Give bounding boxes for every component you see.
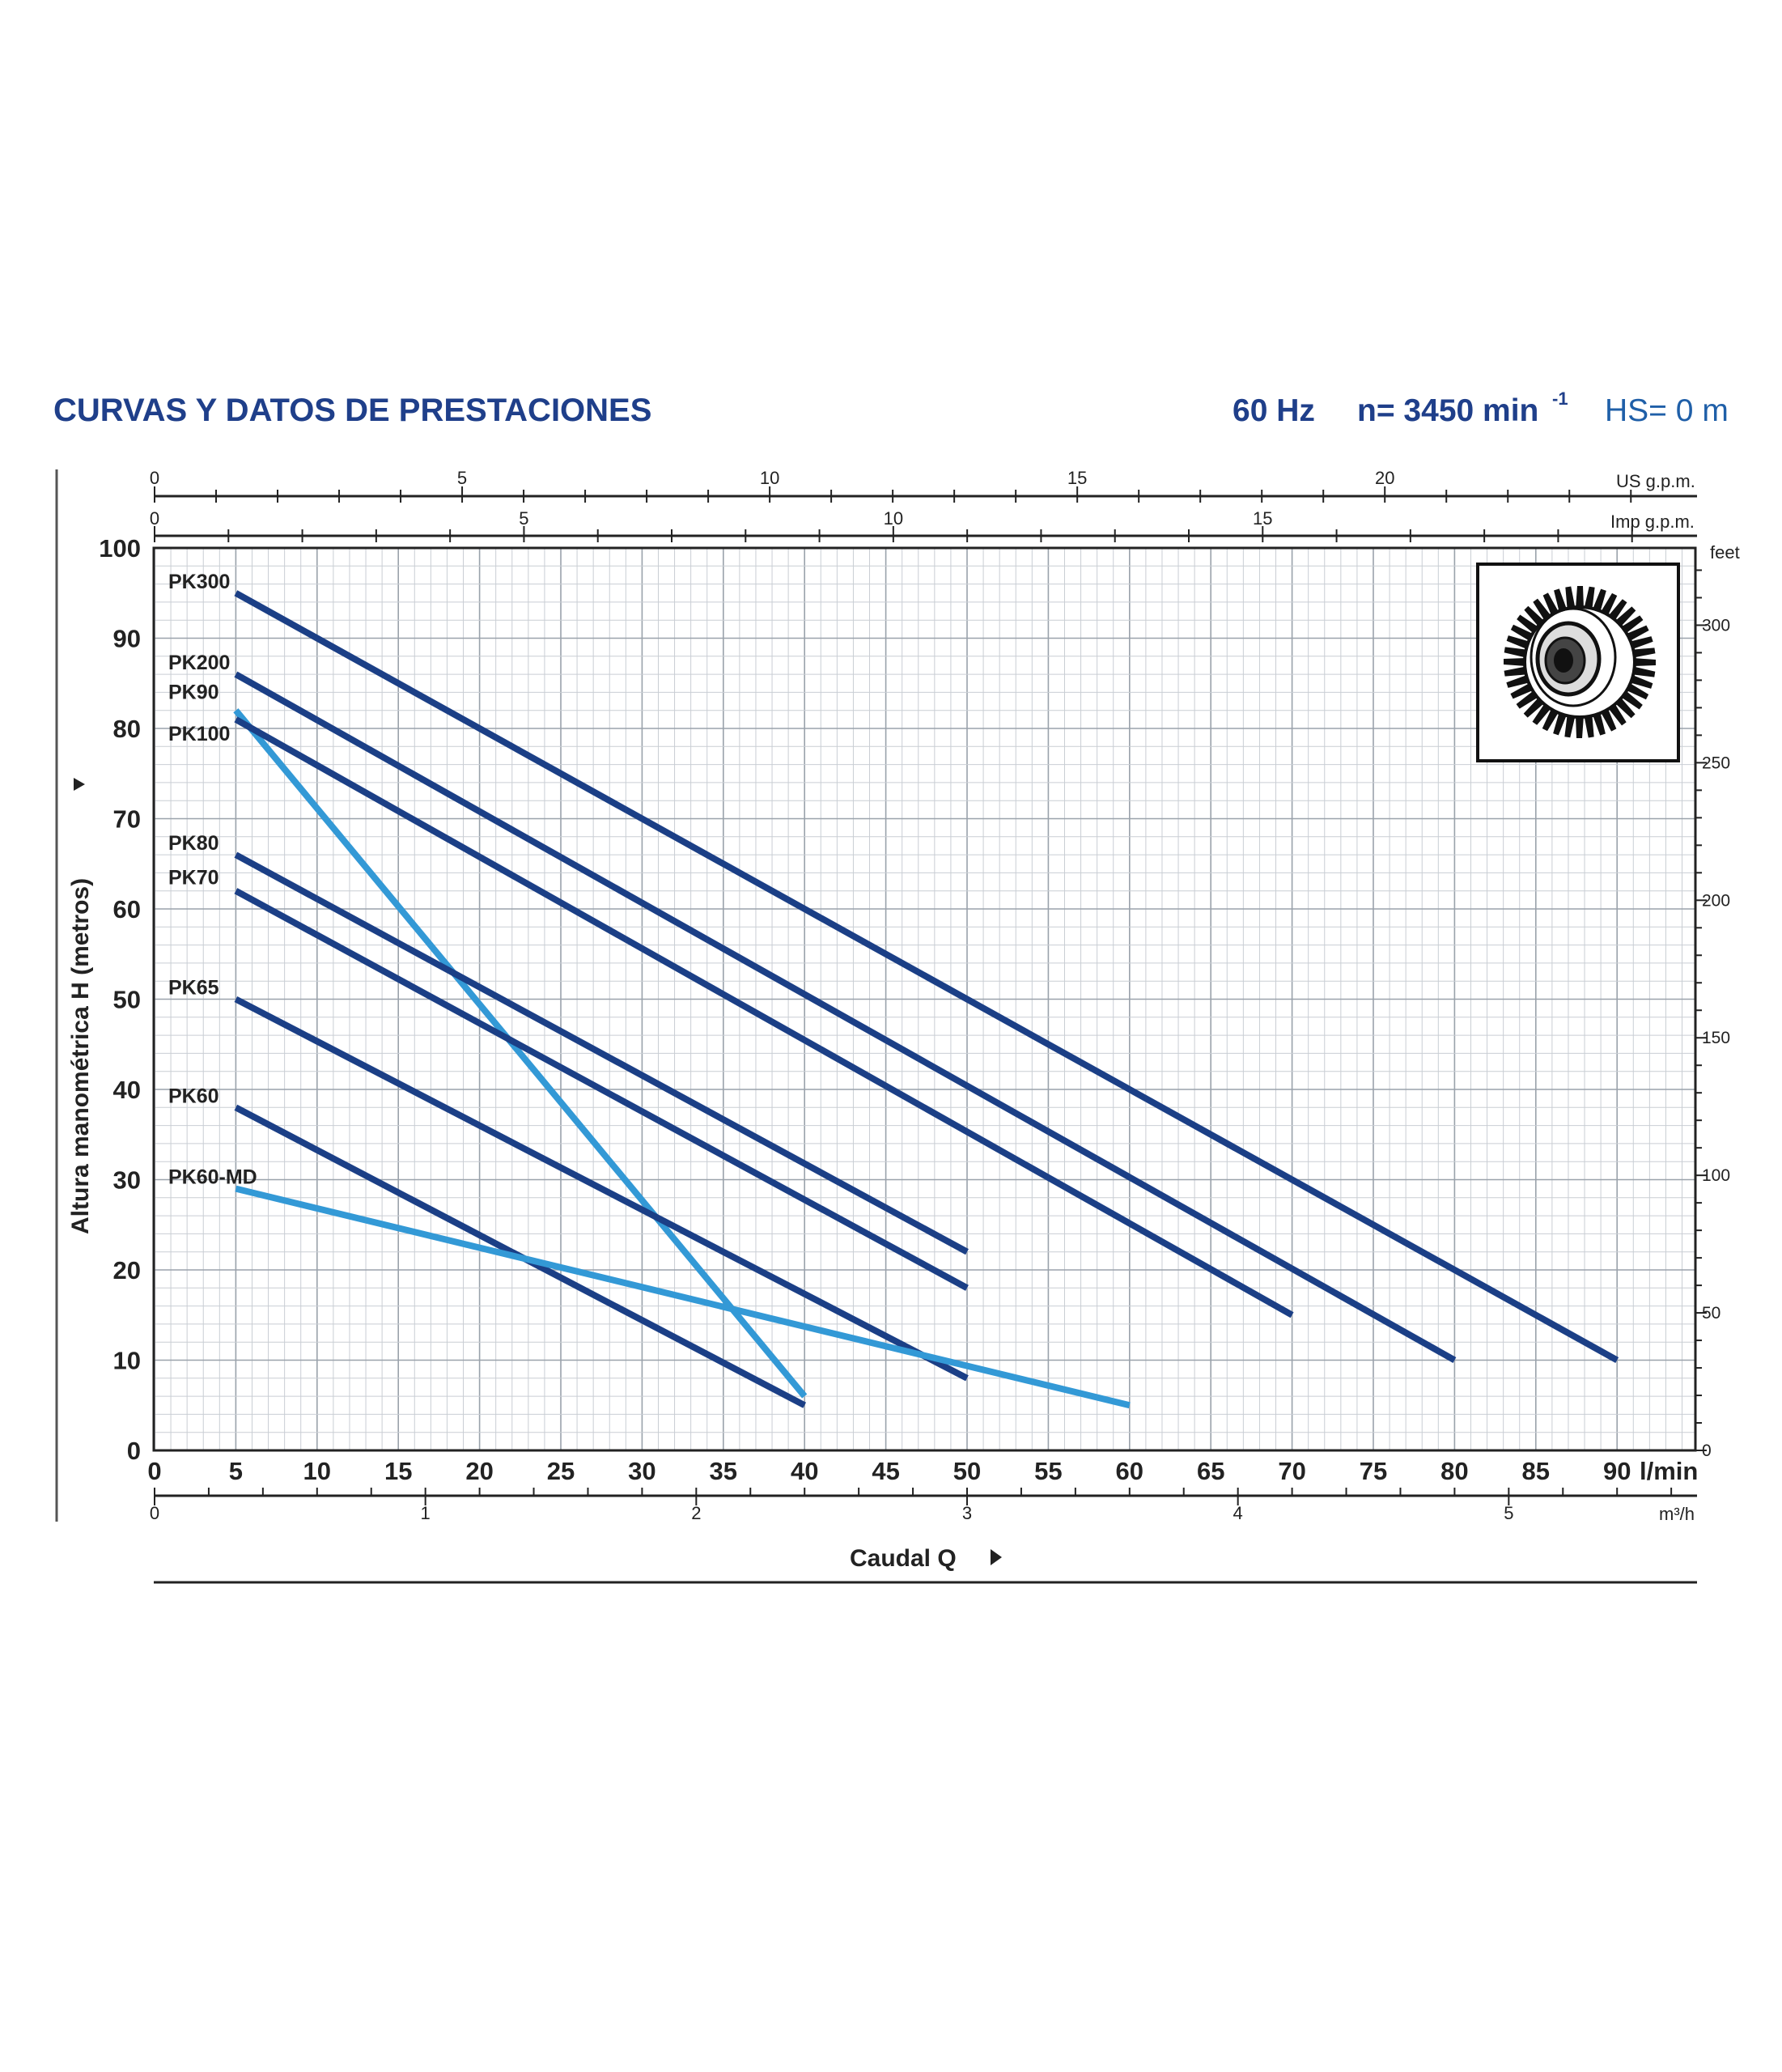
y-axis-feet: 0 50 100 150 200 250 300 xyxy=(1695,569,1730,1460)
m3h-unit: m³/h xyxy=(1659,1504,1695,1524)
m3h-tick-label: 0 xyxy=(150,1503,159,1523)
x-tick-label: 40 xyxy=(791,1457,818,1485)
speed-exponent: -1 xyxy=(1552,388,1568,409)
y-tick-label: 50 xyxy=(113,986,141,1014)
y-axis-title-group: Altura manométrica H (metros) xyxy=(67,778,94,1234)
us-gpm-tick-label: 5 xyxy=(457,468,467,488)
y-tick-label: 80 xyxy=(113,715,141,743)
series-label-pk80: PK80 xyxy=(168,832,219,855)
imp-gpm-tick-label: 0 xyxy=(150,508,159,529)
x-tick-label: 80 xyxy=(1440,1457,1468,1485)
x-axis-lmin: 0 5 10 15 20 25 30 35 40 45 50 55 60 65 70 75 80 85 90 xyxy=(147,1457,1631,1485)
chart-title: CURVAS Y DATOS DE PRESTACIONES xyxy=(53,393,651,428)
plot-frame xyxy=(152,546,1697,1452)
y-tick-label: 70 xyxy=(113,805,141,834)
y-axis-arrow-icon xyxy=(74,778,85,791)
top-axes: 0 5 10 15 20 0 5 10 15 xyxy=(150,468,1697,542)
x-tick-label: 60 xyxy=(1116,1457,1143,1485)
impeller-picture xyxy=(1476,563,1680,762)
x-tick-label: 20 xyxy=(465,1457,493,1485)
feet-tick-label: 250 xyxy=(1702,754,1730,772)
y-tick-label: 60 xyxy=(113,895,141,923)
m3h-tick-label: 2 xyxy=(691,1503,701,1523)
y-axis-title: Altura manométrica H (metros) xyxy=(67,878,94,1234)
impeller-icon xyxy=(1504,586,1656,738)
series-line-pk60-md xyxy=(235,1185,1131,1409)
series-line-pk90 xyxy=(233,708,808,1399)
x-tick-label: 5 xyxy=(229,1457,243,1485)
x-tick-label: 45 xyxy=(872,1457,899,1485)
frequency-label: 60 Hz xyxy=(1233,393,1315,428)
x-tick-label: 15 xyxy=(384,1457,412,1485)
y-axis-metres: 0 10 20 30 40 50 60 70 80 90 100 xyxy=(99,534,141,1465)
y-tick-label: 20 xyxy=(113,1256,141,1284)
us-gpm-tick-label: 15 xyxy=(1067,468,1087,488)
y-tick-label: 100 xyxy=(99,534,141,563)
series-line-pk70 xyxy=(234,888,969,1291)
chart-grid xyxy=(154,547,1695,1451)
y-tick-label: 40 xyxy=(113,1076,141,1104)
x-tick-label: 75 xyxy=(1360,1457,1387,1485)
x-tick-label: 90 xyxy=(1603,1457,1631,1485)
us-gpm-unit: US g.p.m. xyxy=(1616,471,1695,491)
speed-label: n= 3450 min xyxy=(1357,393,1538,428)
us-gpm-tick-label: 20 xyxy=(1375,468,1394,488)
feet-tick-label: 300 xyxy=(1702,616,1730,635)
x-axis-arrow-icon xyxy=(991,1549,1002,1565)
m3h-tick-label: 3 xyxy=(962,1503,972,1523)
suction-label: HS= 0 m xyxy=(1605,393,1729,428)
x-tick-label: 25 xyxy=(547,1457,575,1485)
imp-gpm-tick-label: 5 xyxy=(519,508,528,529)
y-tick-label: 0 xyxy=(127,1437,141,1465)
series-label-pk300: PK300 xyxy=(168,571,230,593)
feet-tick-label: 0 xyxy=(1702,1441,1712,1460)
feet-unit: feet xyxy=(1710,542,1740,563)
x-tick-label: 10 xyxy=(303,1457,331,1485)
series-label-pk65: PK65 xyxy=(168,977,219,1000)
x-tick-label: 85 xyxy=(1522,1457,1550,1485)
x-axis-title-group: Caudal Q xyxy=(850,1545,1002,1572)
series-line-pk300 xyxy=(234,590,1619,1363)
x-tick-label: 55 xyxy=(1034,1457,1062,1485)
m3h-tick-label: 5 xyxy=(1504,1503,1513,1523)
x-tick-label: 65 xyxy=(1197,1457,1224,1485)
feet-tick-label: 100 xyxy=(1702,1166,1730,1185)
series-label-pk200: PK200 xyxy=(168,652,230,674)
m3h-tick-label: 4 xyxy=(1233,1503,1243,1523)
x-tick-label: 30 xyxy=(628,1457,656,1485)
series-label-pk60-md: PK60-MD xyxy=(168,1166,257,1189)
y-tick-label: 30 xyxy=(113,1166,141,1195)
feet-tick-label: 50 xyxy=(1702,1304,1720,1323)
us-gpm-tick-label: 10 xyxy=(760,468,779,488)
feet-tick-label: 150 xyxy=(1702,1029,1730,1047)
x-tick-label: 70 xyxy=(1278,1457,1305,1485)
chart-header: CURVAS Y DATOS DE PRESTACIONES 60 Hz n= … xyxy=(53,388,1729,428)
x-axis-m3h: 0 1 2 3 4 5 xyxy=(150,1488,1697,1523)
x-tick-label: 0 xyxy=(147,1457,161,1485)
us-gpm-tick-label: 0 xyxy=(150,468,159,488)
imp-gpm-tick-label: 15 xyxy=(1253,508,1272,529)
series-label-pk60: PK60 xyxy=(168,1085,219,1107)
series-layer: PK300 PK200 PK90 PK100 PK80 PK70 PK65 PK60 PK60-… xyxy=(168,571,1619,1409)
series-label-pk100: PK100 xyxy=(168,723,230,745)
feet-tick-label: 200 xyxy=(1702,891,1730,910)
x-tick-label: 35 xyxy=(710,1457,737,1485)
y-tick-label: 90 xyxy=(113,625,141,653)
imp-gpm-tick-label: 10 xyxy=(884,508,903,529)
series-line-pk100 xyxy=(234,716,1294,1318)
m3h-tick-label: 1 xyxy=(421,1503,431,1523)
series-line-pk80 xyxy=(234,851,969,1255)
series-label-pk70: PK70 xyxy=(168,867,219,890)
imp-gpm-unit: Imp g.p.m. xyxy=(1610,512,1695,532)
x-axis-title: Caudal Q xyxy=(850,1545,957,1572)
y-tick-label: 10 xyxy=(113,1347,141,1375)
series-label-pk90: PK90 xyxy=(168,681,219,704)
series-line-pk200 xyxy=(234,671,1457,1363)
x-tick-label: 50 xyxy=(953,1457,981,1485)
series-line-pk65 xyxy=(234,996,969,1382)
lmin-unit: l/min xyxy=(1640,1457,1698,1485)
